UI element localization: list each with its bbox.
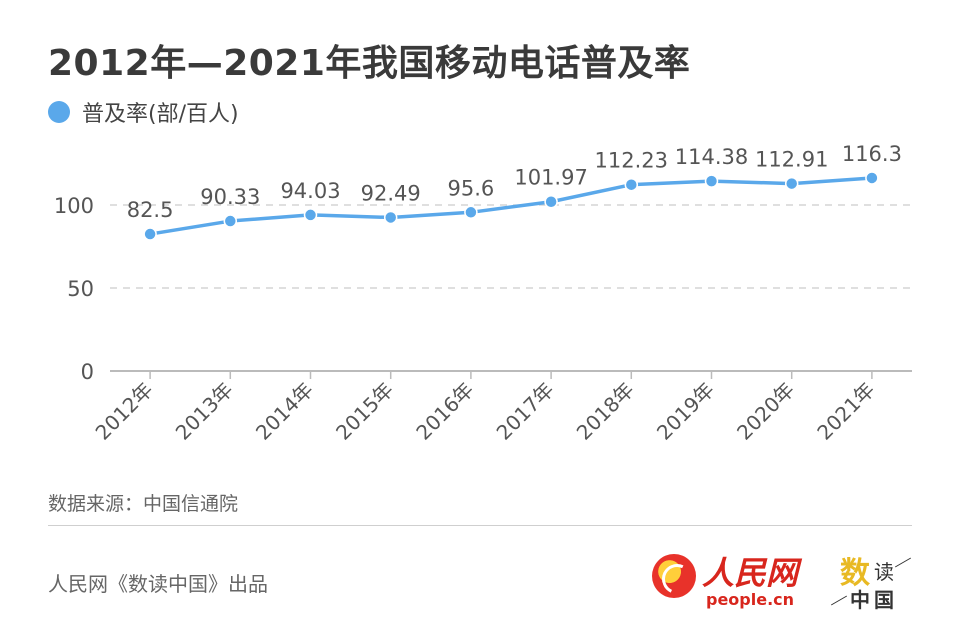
shuzi-logo-char-3: 中国 [850, 588, 898, 612]
x-tick-label: 2018年 [572, 378, 639, 445]
shuzi-logo-char-2: 读 [874, 560, 894, 584]
shuzi-logo-line-icon [894, 557, 912, 568]
people-logo: 人民网 people.cn [652, 548, 817, 613]
y-tick-label: 100 [54, 194, 94, 218]
data-point [143, 227, 157, 241]
data-label: 114.38 [675, 145, 748, 169]
data-point [624, 177, 639, 192]
data-label: 95.6 [448, 176, 495, 200]
shuzi-logo-char-1: 数 [840, 556, 870, 591]
data-label: 94.03 [280, 179, 340, 203]
data-point [704, 174, 719, 188]
legend-label: 普及率(部/百人) [82, 102, 239, 127]
data-point [223, 214, 238, 228]
footer-divider [48, 525, 912, 526]
y-tick-label: 50 [67, 277, 94, 301]
legend-marker [48, 101, 70, 123]
people-logo-text: 人民网 [702, 554, 799, 592]
x-tick-label: 2015年 [331, 378, 398, 445]
data-point [544, 194, 558, 209]
x-tick-label: 2017年 [492, 378, 559, 445]
people-logo-mark-icon [652, 554, 696, 598]
producer-credit: 人民网《数读中国》出品 [48, 572, 268, 596]
x-tick-label: 2016年 [411, 378, 478, 445]
x-tick-label: 2013年 [171, 378, 238, 445]
line-chart: 0 50 100 2012年 2013年 2014年 2015年 2016年 2017年 2018… [54, 142, 912, 445]
y-tick-label: 0 [81, 360, 94, 384]
data-point [303, 208, 318, 222]
x-tick-label: 2014年 [251, 378, 318, 445]
data-label: 112.23 [595, 149, 668, 173]
data-point [464, 205, 478, 220]
people-logo-domain: people.cn [706, 590, 795, 609]
shuzi-logo: 数 读 中国 [830, 548, 914, 614]
x-tick-label: 2020年 [732, 378, 799, 445]
data-label: 92.49 [361, 181, 421, 205]
x-tick-label: 2012年 [91, 378, 158, 445]
data-label: 90.33 [200, 185, 260, 209]
data-label: 116.3 [842, 142, 902, 166]
data-label: 101.97 [514, 166, 587, 190]
shuzi-logo-line-icon [830, 595, 848, 606]
series-line [149, 176, 873, 236]
source-note: 数据来源：中国信通院 [48, 493, 239, 515]
data-point [784, 176, 799, 191]
chart-title: 2012年—2021年我国移动电话普及率 [48, 43, 691, 84]
data-point [865, 171, 879, 185]
data-point [383, 210, 398, 225]
legend: 普及率(部/百人) [48, 96, 239, 128]
data-label: 112.91 [755, 148, 828, 172]
x-tick-label: 2019年 [652, 378, 719, 445]
x-tick-label: 2021年 [812, 378, 879, 445]
data-label: 82.5 [127, 198, 174, 222]
